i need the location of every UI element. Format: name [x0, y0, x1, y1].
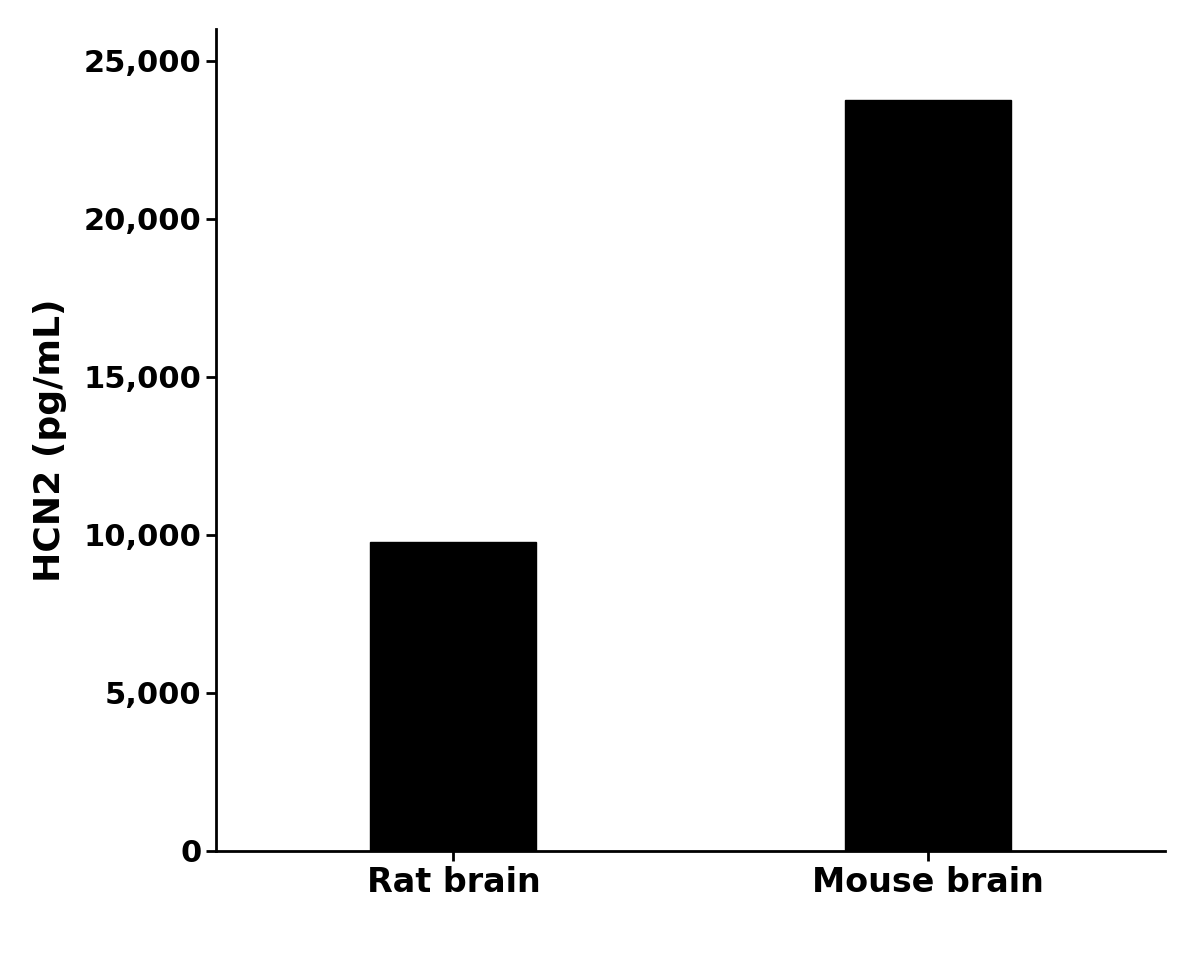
Y-axis label: HCN2 (pg/mL): HCN2 (pg/mL): [34, 298, 67, 582]
Bar: [844, 100, 1011, 851]
Bar: [370, 542, 537, 851]
